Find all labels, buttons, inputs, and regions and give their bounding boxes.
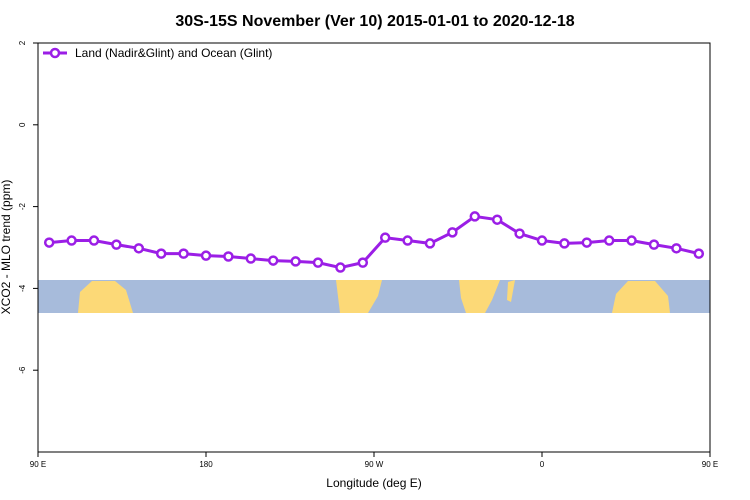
data-point [447,227,458,238]
legend-label: Land (Nadir&Glint) and Ocean (Glint) [75,46,272,60]
legend-marker [49,47,61,59]
x-tick-label: 90 W [365,460,384,469]
y-tick-label: 0 [18,122,27,127]
data-point [626,235,637,246]
y-axis-label: XCO2 - MLO trend (ppm) [0,180,13,315]
data-point [581,237,593,248]
data-point [357,257,369,268]
chart-title: 30S-15S November (Ver 10) 2015-01-01 to … [175,13,574,30]
data-point [200,250,212,261]
data-point [559,238,570,249]
map-band [38,280,710,313]
data-point [223,251,234,262]
data-point [671,243,682,254]
data-point [491,214,503,225]
data-point [469,211,481,222]
data-point [693,248,705,259]
data-point [402,235,413,246]
data-point [88,235,100,246]
series-line [49,214,700,270]
y-tick-label: -6 [18,366,27,374]
data-point [155,248,167,259]
data-point [267,255,279,266]
data-point [648,239,660,250]
data-point [66,235,77,246]
data-point [379,232,391,243]
data-point [335,262,346,273]
y-tick-label: -2 [18,202,27,210]
y-tick-label: -4 [18,284,27,292]
x-tick-label: 180 [199,460,213,469]
x-tick-label: 0 [540,460,545,469]
data-point [133,243,145,254]
x-tick-label: 90 E [30,460,46,469]
x-tick-label: 90 E [702,460,718,469]
data-point [245,253,257,264]
y-tick-label: 2 [18,40,27,45]
data-point [603,235,615,246]
data-point [178,248,189,259]
data-point [514,228,525,239]
data-point [290,256,301,267]
data-point [43,237,55,248]
data-point [424,238,436,249]
data-point [536,235,548,246]
data-point [312,257,324,268]
data-point [111,239,122,250]
x-axis-label: Longitude (deg E) [326,476,421,490]
